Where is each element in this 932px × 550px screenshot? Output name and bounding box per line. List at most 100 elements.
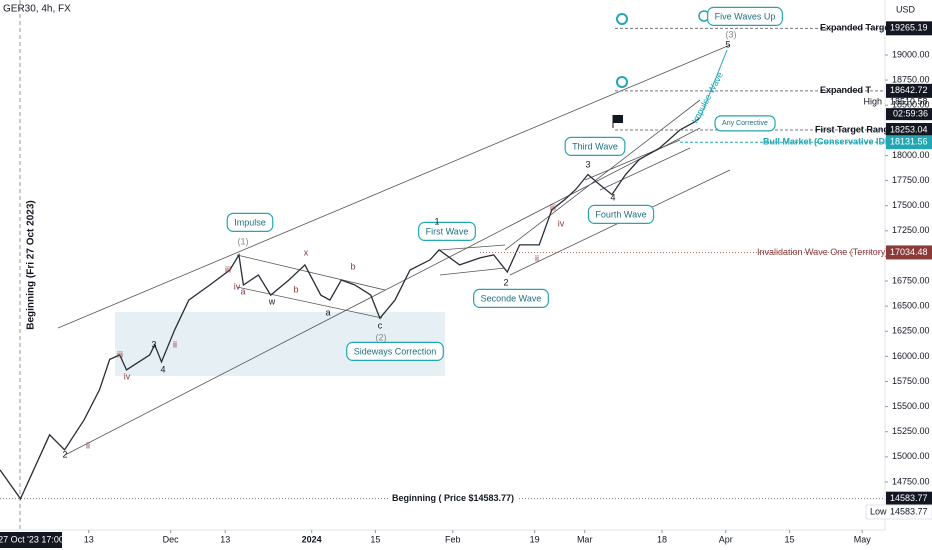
high-label: High xyxy=(863,97,882,107)
price-tag-label: 14583.77 xyxy=(890,493,928,503)
level-label: Expanded Target xyxy=(820,23,892,33)
annotation-box xyxy=(418,221,476,241)
low-bg xyxy=(865,504,932,520)
annotation-box xyxy=(564,136,626,156)
annotation: Sideways Correction xyxy=(346,341,444,361)
price-tag xyxy=(886,245,932,260)
price-tag-label: 17034.48 xyxy=(890,247,928,257)
wave-label: 2 xyxy=(62,449,67,459)
y-tick-label: 15500.00 xyxy=(892,401,930,411)
level-label-bg xyxy=(388,493,518,504)
price-tag-label: 18253.04 xyxy=(890,124,928,134)
wave-label: w xyxy=(268,296,276,306)
wave-label: (1) xyxy=(238,236,249,246)
low-value: 14583.77 xyxy=(890,506,928,516)
wave-label: b xyxy=(350,261,355,271)
wave-label: 3 xyxy=(585,159,590,169)
price-tag xyxy=(886,123,932,138)
annotation-box xyxy=(707,6,783,26)
level-label: Beginning ( Price $14583.77) xyxy=(392,493,514,503)
annotation-text: Five Waves Up xyxy=(715,11,776,21)
y-tick-label: 16000.00 xyxy=(892,351,930,361)
annotation-text: First Wave xyxy=(426,226,469,236)
wave-label: a xyxy=(240,286,245,296)
currency: USD xyxy=(896,4,916,14)
wave-label: iv xyxy=(124,371,131,381)
wave-label: iv xyxy=(558,218,565,228)
y-tick-label: 18750.00 xyxy=(892,74,930,84)
y-tick-label: 19000.00 xyxy=(892,49,930,59)
x-tick-label: May xyxy=(854,534,872,544)
y-tick-label: 15250.00 xyxy=(892,426,930,436)
x-tick-label: Dec xyxy=(163,534,180,544)
trend-lines xyxy=(57,44,731,456)
y-tick-label: 16250.00 xyxy=(892,326,930,336)
wave-label: (2) xyxy=(376,332,387,342)
high-value: 18510.58 xyxy=(890,97,928,107)
annotation-text: Seconde Wave xyxy=(481,293,542,303)
price-line xyxy=(0,117,701,501)
annotation: First Wave xyxy=(418,221,476,241)
wave-label: c xyxy=(378,320,383,330)
annotation-text: Any Corrective xyxy=(722,120,768,127)
y-tick-label: 15000.00 xyxy=(892,451,930,461)
x-tick-label: Apr xyxy=(719,534,733,544)
wave-label: b xyxy=(293,284,298,294)
x-tick-label: Feb xyxy=(445,534,461,544)
y-tick-label: 18000.00 xyxy=(892,150,930,160)
left-label: Beginning (Fri 27 Oct 2023) xyxy=(26,200,37,329)
x-tick-label: 13 xyxy=(220,534,230,544)
annotation-box xyxy=(226,212,274,232)
wave-label: ii xyxy=(173,339,177,349)
x-tick-label: 15 xyxy=(784,534,794,544)
level-label: Expanded T xyxy=(820,85,872,95)
level-label: First Target Range xyxy=(815,124,894,134)
price-tag-label: 19265.19 xyxy=(890,23,928,33)
annotation: Fourth Wave xyxy=(587,204,655,224)
annotation-box xyxy=(587,204,655,224)
annotation: Third Wave xyxy=(564,136,626,156)
countdown-bg xyxy=(886,108,932,121)
wave-label: 4 xyxy=(160,364,165,374)
y-tick-label: 18500.00 xyxy=(892,100,930,110)
price-tag xyxy=(886,491,932,506)
x-tick-label: 19 xyxy=(530,534,540,544)
wave-label: 2 xyxy=(503,277,508,287)
annotation: Any Corrective xyxy=(714,115,776,132)
x-tick-label: 13 xyxy=(84,534,94,544)
annotation-text: Third Wave xyxy=(572,141,618,151)
wave-label: 3 xyxy=(151,339,156,349)
annotation: Impulse xyxy=(226,212,274,232)
x-tick-label: 15 xyxy=(370,534,380,544)
level-label: Invalidation Wave One (Territory) xyxy=(757,247,888,257)
y-tick-label: 16750.00 xyxy=(892,275,930,285)
wave-label: iv xyxy=(234,281,241,291)
wave-label: iii xyxy=(550,202,556,212)
annotation-text: Sideways Correction xyxy=(354,346,437,356)
y-tick-label: 17750.00 xyxy=(892,175,930,185)
countdown: 02:59:36 xyxy=(893,109,928,119)
wave-label: 5 xyxy=(725,39,730,49)
wave-label: iii xyxy=(117,349,123,359)
annotation-text: Fourth Wave xyxy=(595,209,646,219)
y-tick-label: 16500.00 xyxy=(892,301,930,311)
x-tick-label: 18 xyxy=(657,534,667,544)
price-tag xyxy=(886,21,932,36)
wave-label: ii xyxy=(535,253,539,263)
wave-label: (3) xyxy=(726,29,737,39)
annotation: Five Waves Up xyxy=(707,6,783,26)
crosshair-tag xyxy=(0,532,62,548)
y-tick-label: 15750.00 xyxy=(892,376,930,386)
x-tick-label: 2024 xyxy=(302,534,322,544)
low-label: Low xyxy=(870,506,887,516)
wave-label: a xyxy=(325,307,330,317)
annotation-text: Impulse xyxy=(234,217,266,227)
price-tag-label: 18642.72 xyxy=(890,85,928,95)
chart-title: GER30, 4h, FX xyxy=(3,4,71,15)
price-tag xyxy=(886,135,932,150)
wave-label: 1 xyxy=(434,216,439,226)
wave-label: ii xyxy=(86,440,90,450)
price-tag-label: 18131.56 xyxy=(890,137,928,147)
annotation-box xyxy=(346,341,444,361)
